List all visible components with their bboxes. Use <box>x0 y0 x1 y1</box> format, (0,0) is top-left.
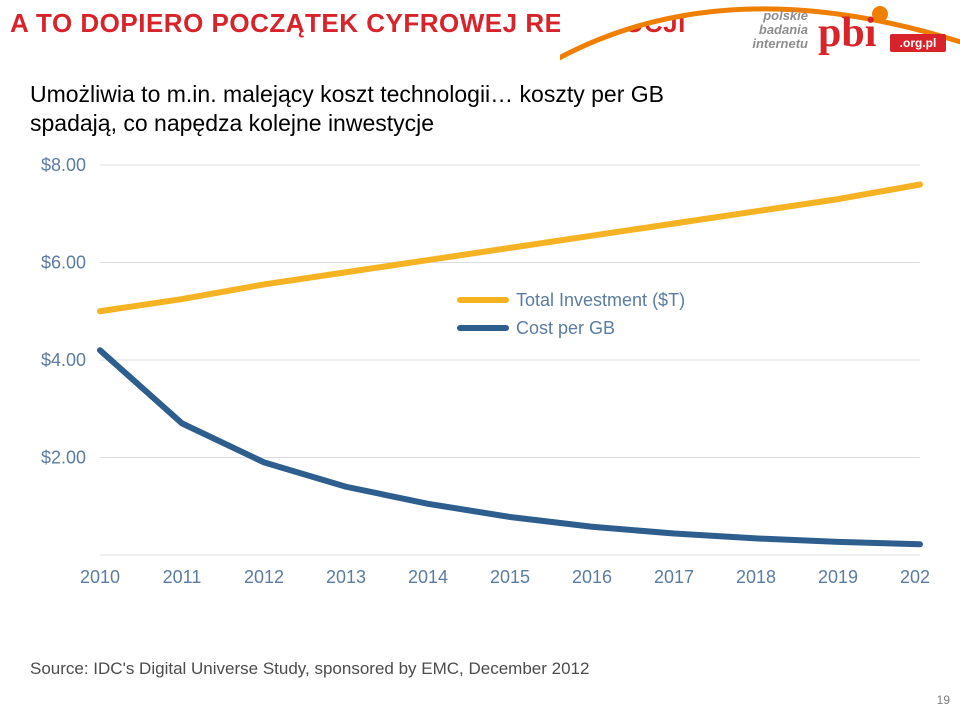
x-tick-label: 2020 <box>900 567 930 587</box>
x-tick-label: 2011 <box>163 567 202 587</box>
x-tick-label: 2017 <box>654 567 694 587</box>
legend-label: Cost per GB <box>516 318 615 338</box>
line-chart: $2.00 $4.00 $6.00 $8.00 2010 2011 2012 2013 2014… <box>30 155 930 625</box>
logo-monogram: pbi <box>818 10 877 56</box>
x-tick-label: 2014 <box>408 567 448 587</box>
x-tick-label: 2015 <box>490 567 530 587</box>
logo-text-mid: badania <box>759 22 808 37</box>
logo-band: polskie badania internetu pbi .org.pl <box>560 0 960 80</box>
y-tick-label: $8.00 <box>41 155 86 175</box>
subtitle-line2: spadają, co napędza kolejne inwestycje <box>30 110 434 136</box>
y-tick-label: $6.00 <box>41 253 86 273</box>
legend-label: Total Investment ($T) <box>516 290 685 310</box>
logo-text-bot: internetu <box>752 36 808 51</box>
x-tick-label: 2013 <box>326 567 366 587</box>
x-tick-label: 2018 <box>736 567 776 587</box>
y-tick-label: $4.00 <box>41 350 86 370</box>
page-number: 19 <box>937 693 950 707</box>
logo-domain: .org.pl <box>900 36 937 50</box>
x-tick-label: 2010 <box>80 567 120 587</box>
logo-text-top: polskie <box>762 8 808 23</box>
source-citation: Source: IDC's Digital Universe Study, sp… <box>30 659 589 679</box>
series-line <box>100 185 920 312</box>
x-tick-label: 2019 <box>818 567 858 587</box>
y-tick-label: $2.00 <box>41 448 86 468</box>
slide-subtitle: Umożliwia to m.in. malejący koszt techno… <box>30 80 664 138</box>
subtitle-line1: Umożliwia to m.in. malejący koszt techno… <box>30 81 664 107</box>
x-tick-label: 2012 <box>244 567 284 587</box>
x-tick-label: 2016 <box>572 567 612 587</box>
series-line <box>100 350 920 544</box>
